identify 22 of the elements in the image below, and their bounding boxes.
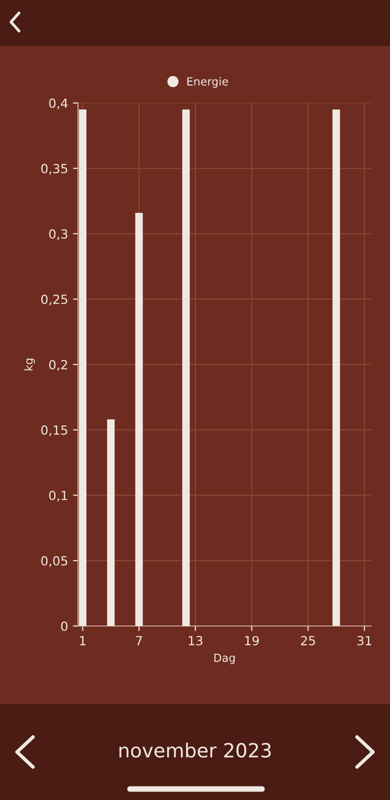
text: november 2023: [119, 742, 271, 758]
y-tick-label: 0,3: [49, 229, 68, 240]
y-tick-label: 0: [61, 621, 68, 631]
x-tick-label: 25: [301, 636, 315, 646]
bar: [107, 419, 115, 626]
x-tick-label: 31: [357, 636, 372, 646]
y-axis-title: kg: [24, 358, 35, 370]
x-tick-label: 1: [80, 636, 86, 646]
y-tick-label: 0,4: [49, 98, 68, 110]
y-tick-label: 0,15: [41, 425, 68, 436]
y-tick-label: 0,05: [41, 556, 68, 567]
x-axis-title: Dag: [214, 654, 235, 664]
x-tick-label: 7: [136, 636, 142, 646]
y-tick-label: 0,25: [41, 294, 68, 306]
x-tick-label: 19: [245, 636, 259, 646]
y-tick-label: 0,1: [49, 490, 68, 502]
y-tick-label: 0,35: [41, 164, 68, 175]
x-tick-label: 13: [188, 636, 202, 646]
bar: [332, 110, 340, 626]
legend-label: Energie: [187, 77, 228, 88]
y-tick-label: 0,2: [49, 360, 68, 371]
bar: [182, 110, 190, 626]
